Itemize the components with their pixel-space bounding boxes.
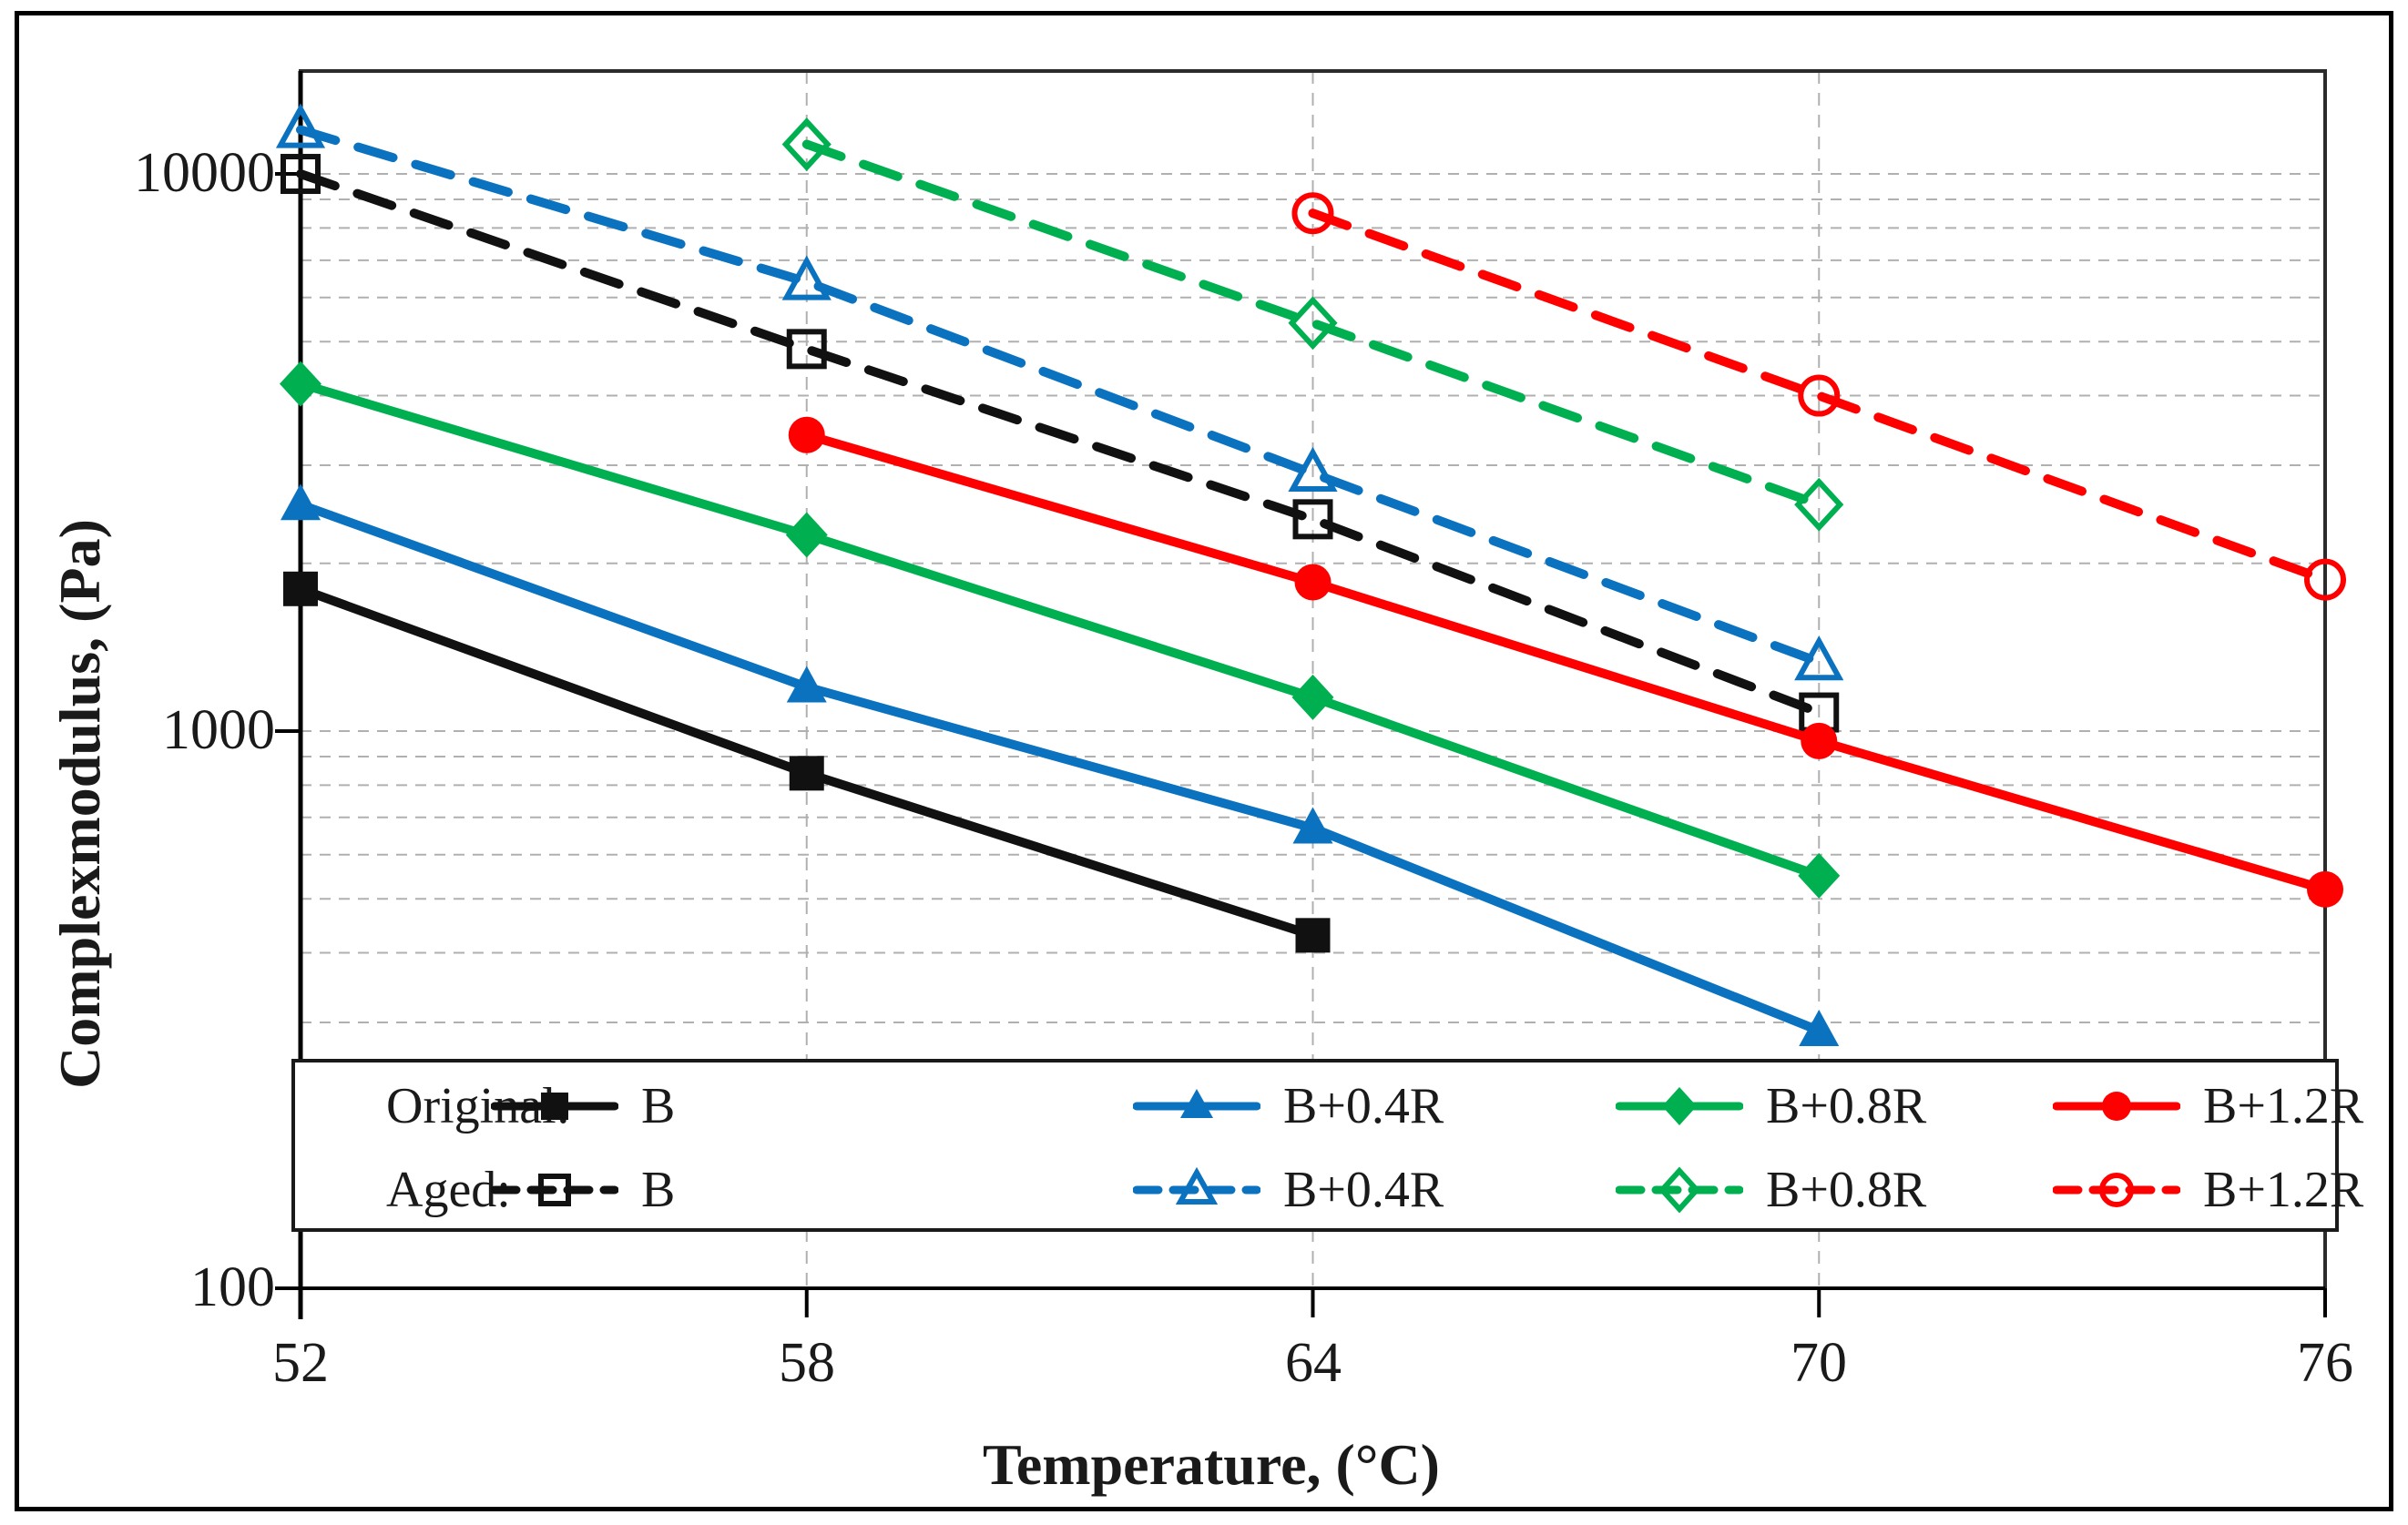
series-original-b: [283, 571, 1331, 953]
legend-line-sample-aged-b-0-8r: [1615, 1163, 1744, 1217]
legend-line-sample-aged-b-1-2r: [2052, 1163, 2181, 1217]
x-tick-label-64: 64: [1285, 1332, 1342, 1394]
y-tick-label-10000: 10000: [134, 142, 275, 204]
legend-line-sample-original-b-1-2r: [2052, 1079, 2181, 1134]
series-aged-b: [281, 154, 1840, 733]
x-tick-label-52: 52: [272, 1332, 329, 1394]
legend-group-label-aged: Aged:: [386, 1162, 511, 1218]
legend-label-original-b: B: [641, 1078, 676, 1134]
x-tick-label-70: 70: [1791, 1332, 1847, 1394]
legend-row-aged: Aged: B B+0.4R B+0.8R B+1.2R: [295, 1148, 2363, 1232]
legend-line-sample-original-b: [490, 1079, 619, 1134]
x-axis-title: Temperature, (°C): [983, 1432, 1440, 1497]
series-aged-b-0-8r: [781, 117, 1844, 532]
legend-label-original-b-0-4r: B+0.4R: [1283, 1078, 1444, 1134]
legend-line-sample-original-b-0-4r: [1132, 1079, 1261, 1134]
series-aged-b-1-2r: [1291, 192, 2346, 601]
legend-label-aged-b: B: [641, 1162, 676, 1218]
legend-box: Original: B B+0.4R B+0.8R B+1.2R Aged: B…: [291, 1059, 2363, 1232]
x-tick-label-76: 76: [2297, 1332, 2353, 1394]
legend-label-original-b-1-2r: B+1.2R: [2203, 1078, 2364, 1134]
legend-line-sample-aged-b: [490, 1163, 619, 1217]
x-tick-label-58: 58: [779, 1332, 835, 1394]
legend-line-sample-aged-b-0-4r: [1132, 1163, 1261, 1217]
y-tick-label-100: 100: [190, 1256, 275, 1318]
y-axis-title: Complexmodulus, (Pa): [47, 519, 112, 1089]
series-aged-b-0-4r: [275, 103, 1844, 681]
legend-label-aged-b-0-4r: B+0.4R: [1283, 1162, 1444, 1218]
legend-label-aged-b-1-2r: B+1.2R: [2203, 1162, 2364, 1218]
series-original-b-0-4r: [281, 483, 1840, 1047]
legend-label-original-b-0-8r: B+0.8R: [1766, 1078, 1927, 1134]
series-original-b-1-2r: [788, 416, 2343, 908]
legend-row-original: Original: B B+0.4R B+0.8R B+1.2R: [295, 1064, 2363, 1148]
y-tick-label-1000: 1000: [162, 699, 275, 761]
legend-line-sample-original-b-0-8r: [1615, 1079, 1744, 1134]
legend-label-aged-b-0-8r: B+0.8R: [1766, 1162, 1927, 1218]
series-original-b-0-8r: [280, 361, 1841, 899]
